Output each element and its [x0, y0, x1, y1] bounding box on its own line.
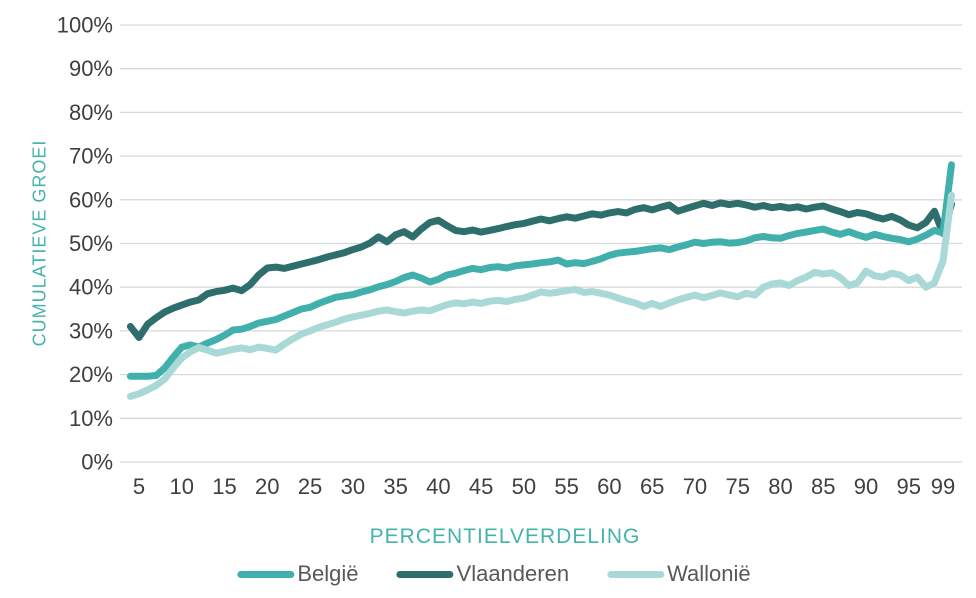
- x-tick-label: 10: [170, 474, 194, 499]
- chart-legend: België Vlaanderen Wallonië: [237, 561, 751, 587]
- y-tick-label: 10%: [69, 406, 113, 431]
- legend-item-wallonie: Wallonië: [607, 561, 751, 587]
- x-tick-label: 5: [133, 474, 145, 499]
- x-tick-label: 95: [897, 474, 921, 499]
- y-axis-title: CUMULATIEVE GROEI: [29, 139, 50, 347]
- x-tick-label: 75: [725, 474, 749, 499]
- x-tick-label: 50: [512, 474, 536, 499]
- y-tick-label: 80%: [69, 100, 113, 125]
- x-tick-label: 99: [931, 474, 955, 499]
- x-tick-label: 60: [597, 474, 621, 499]
- legend-swatch-vlaanderen: [396, 570, 454, 578]
- y-tick-label: 70%: [69, 144, 113, 169]
- x-tick-label: 80: [768, 474, 792, 499]
- x-tick-label: 35: [383, 474, 407, 499]
- y-tick-label: 30%: [69, 318, 113, 343]
- series-line-wallonië: [126, 191, 955, 400]
- x-axis-title: PERCENTIELVERDELING: [369, 525, 641, 548]
- legend-item-belgie: België: [237, 561, 359, 587]
- y-tick-label: 40%: [69, 275, 113, 300]
- y-tick-label: 90%: [69, 56, 113, 81]
- legend-label-belgie: België: [297, 561, 359, 586]
- x-tick-label: 65: [640, 474, 664, 499]
- x-tick-label: 90: [854, 474, 878, 499]
- x-tick-label: 15: [212, 474, 236, 499]
- legend-label-vlaanderen: Vlaanderen: [456, 561, 570, 586]
- x-tick-label: 55: [554, 474, 578, 499]
- y-tick-label: 50%: [69, 231, 113, 256]
- y-tick-label: 60%: [69, 187, 113, 212]
- legend-swatch-belgie: [237, 570, 295, 578]
- x-tick-label: 25: [298, 474, 322, 499]
- x-tick-label: 40: [426, 474, 450, 499]
- y-tick-label: 0%: [81, 450, 113, 475]
- legend-label-wallonie: Wallonië: [667, 561, 751, 586]
- series-line-vlaanderen: [126, 199, 955, 341]
- legend-item-vlaanderen: Vlaanderen: [396, 561, 570, 587]
- x-tick-label: 85: [811, 474, 835, 499]
- x-tick-label: 20: [255, 474, 279, 499]
- legend-swatch-wallonie: [607, 570, 665, 578]
- x-tick-label: 30: [341, 474, 365, 499]
- series-line-belgië: [126, 161, 955, 380]
- x-tick-label: 45: [469, 474, 493, 499]
- y-tick-label: 20%: [69, 362, 113, 387]
- x-tick-label: 70: [683, 474, 707, 499]
- y-tick-label: 100%: [57, 13, 113, 38]
